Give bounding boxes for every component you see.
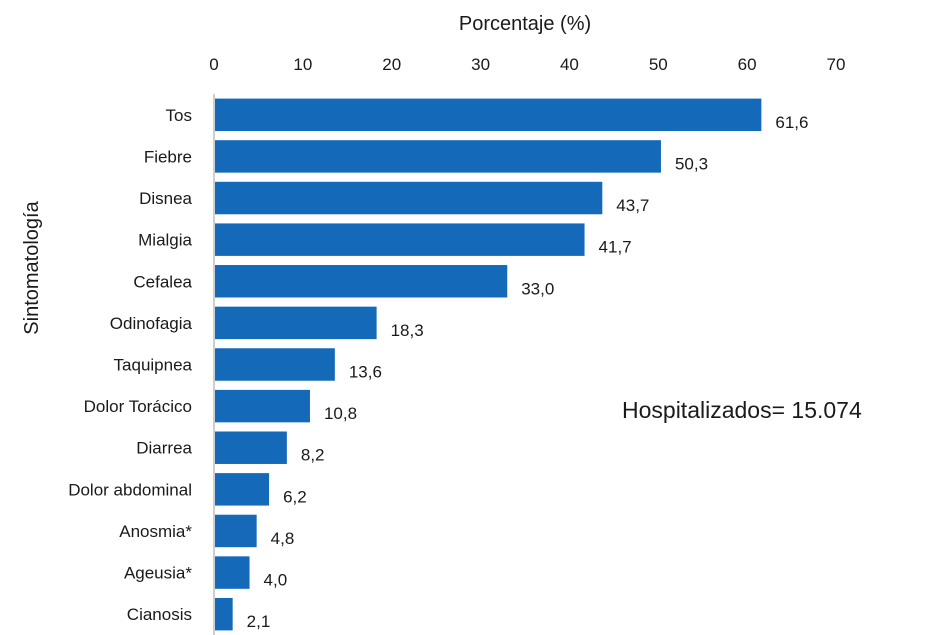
value-label: 33,0 xyxy=(521,279,554,298)
bar xyxy=(215,265,508,298)
x-tick-label: 60 xyxy=(738,55,757,74)
value-label: 50,3 xyxy=(675,154,708,173)
x-tick-label: 50 xyxy=(649,55,668,74)
value-label: 8,2 xyxy=(301,446,325,465)
bar xyxy=(215,223,585,256)
category-labels: Tos Fiebre Disnea Mialgia Cefalea Odinofagia T… xyxy=(68,106,192,624)
bar xyxy=(215,306,377,340)
bar xyxy=(215,556,250,589)
value-label: 61,6 xyxy=(775,113,808,132)
x-tick-label: 30 xyxy=(471,55,490,74)
category-label: Mialgia xyxy=(138,231,192,250)
value-label: 6,2 xyxy=(283,487,307,506)
value-label: 10,8 xyxy=(324,404,357,423)
x-tick-label: 70 xyxy=(827,55,846,74)
x-tick-label: 0 xyxy=(209,55,218,74)
value-label: 43,7 xyxy=(616,196,649,215)
category-label: Cianosis xyxy=(127,605,192,624)
value-label: 13,6 xyxy=(349,363,382,382)
bar xyxy=(215,348,335,381)
category-label: Taquipnea xyxy=(114,356,193,375)
bar xyxy=(215,597,233,631)
value-label: 18,3 xyxy=(391,321,424,340)
bar xyxy=(215,389,310,423)
category-label: Disnea xyxy=(139,189,192,208)
value-label: 4,8 xyxy=(271,529,295,548)
category-label: Anosmia* xyxy=(119,522,192,541)
x-tick-label: 10 xyxy=(293,55,312,74)
x-axis-ticks: 0 10 20 30 40 50 60 70 xyxy=(209,55,845,74)
bar xyxy=(215,98,762,132)
hospitalized-annotation: Hospitalizados= 15.074 xyxy=(622,397,862,423)
value-label: 4,0 xyxy=(264,571,288,590)
bar xyxy=(215,473,270,506)
value-labels: 61,6 50,3 43,7 41,7 33,0 18,3 13,6 10,8 8,2 6,2 4,… xyxy=(247,113,809,631)
bars xyxy=(215,98,762,631)
category-label: Ageusia* xyxy=(124,564,192,583)
category-label: Odinofagia xyxy=(110,314,193,333)
category-label: Fiebre xyxy=(144,147,192,166)
bar xyxy=(215,514,257,548)
x-tick-label: 40 xyxy=(560,55,579,74)
category-label: Dolor Torácico xyxy=(84,397,192,416)
x-tick-label: 20 xyxy=(382,55,401,74)
value-label: 2,1 xyxy=(247,612,271,631)
bar xyxy=(215,140,661,173)
y-axis-title: Sintomatología xyxy=(21,200,43,334)
x-axis-title: Porcentaje (%) xyxy=(459,13,591,35)
bar xyxy=(215,431,287,464)
category-label: Dolor abdominal xyxy=(68,480,192,499)
category-label: Tos xyxy=(166,106,192,125)
value-label: 41,7 xyxy=(599,238,632,257)
category-label: Cefalea xyxy=(133,272,192,291)
category-label: Diarrea xyxy=(136,439,192,458)
bar xyxy=(215,181,603,215)
